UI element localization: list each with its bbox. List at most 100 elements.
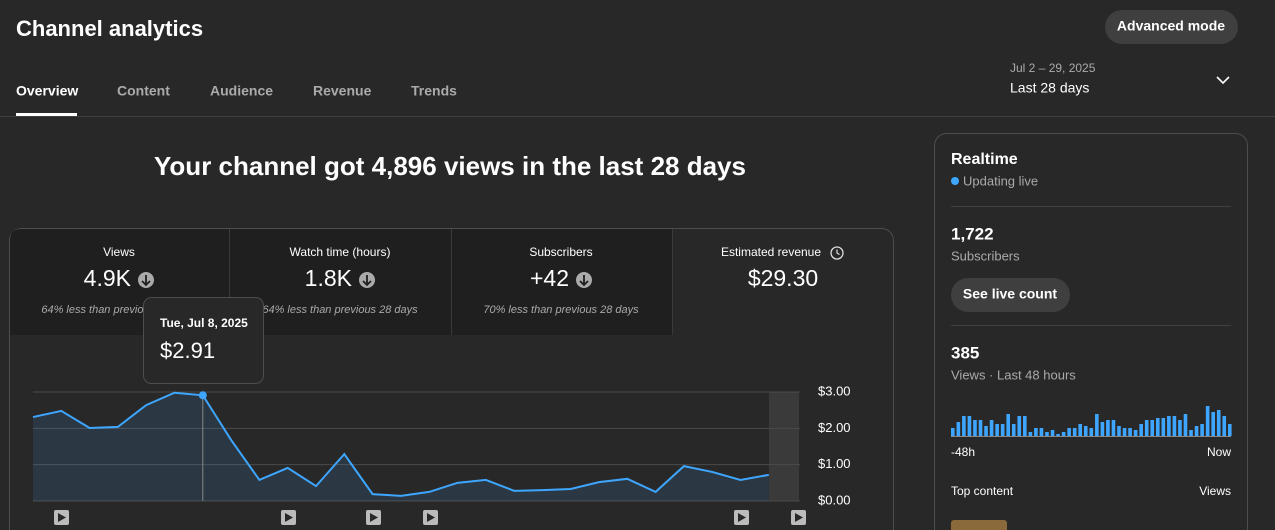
hourly-bar [1106,420,1110,436]
hourly-bar [962,416,966,436]
hourly-bar [1089,428,1094,436]
hourly-bar [1128,428,1132,436]
realtime-card [934,133,1248,530]
hourly-views-chart [951,406,1232,436]
subscriber-count: 1,722 [951,224,994,243]
hourly-bar [1050,430,1055,436]
hourly-bar [1144,420,1149,436]
tab[interactable]: Overview [16,83,78,99]
tab[interactable]: Audience [210,83,273,99]
hourly-bar [1178,420,1182,436]
hourly-bar [1045,432,1049,436]
hourly-bar [1067,428,1071,436]
hourly-bar [1083,426,1088,436]
page-title: Channel analytics [16,16,203,41]
revenue-line [32,391,769,497]
y-tick-label: $2.00 [818,420,851,435]
hourly-bar [967,416,972,436]
play-icon [285,513,293,522]
metric-label[interactable]: Subscribers [529,245,592,259]
metric-value[interactable]: 1.8K [305,265,353,291]
partial-period-shade [769,392,799,501]
hourly-bar [1028,432,1033,436]
hourly-bar [1216,410,1221,436]
tab-underline [16,113,77,116]
live-count-button-label[interactable]: See live count [963,286,1057,302]
live-dot [951,177,959,185]
top-content-metric: Views [1199,484,1231,498]
hourly-bar [1034,428,1038,436]
hourly-bar [1194,426,1199,436]
realtime-status: Updating live [963,173,1038,188]
tab[interactable]: Revenue [313,83,372,99]
hourly-bar [1183,414,1188,436]
metric-label[interactable]: Estimated revenue [721,245,821,259]
tile-divider [229,229,230,335]
realtime-views-label: Views · Last 48 hours [951,367,1076,382]
metric-value[interactable]: +42 [530,265,569,291]
hourly-bar [956,422,961,436]
hourly-bar [1172,416,1177,436]
headline: Your channel got 4,896 views in the last… [154,151,746,181]
revenue-area [33,392,769,501]
metric-value[interactable]: 4.9K [84,265,132,291]
metric-comparison: 70% less than previous 28 days [483,304,639,316]
tile-divider [451,229,452,335]
play-icon [58,513,66,522]
revenue-chart: $0.00 $1.00 $2.00 $3.00 [32,383,851,507]
tooltip [143,297,264,384]
down-icon-arrow [362,275,372,287]
metric-label[interactable]: Watch time (hours) [290,245,391,259]
video-thumbnail[interactable] [951,520,1007,530]
hourly-bar [1155,418,1160,436]
hourly-bar [1095,414,1099,436]
video-markers [54,510,806,525]
hourly-bar [1000,424,1005,436]
divider [951,325,1231,326]
live-count-button[interactable] [951,278,1070,312]
hourly-bar [1111,420,1116,436]
hourly-bar [1122,428,1127,436]
down-icon-arrow [141,275,151,287]
axis-start: -48h [951,445,975,459]
hourly-bar [1167,416,1171,436]
y-tick-label: $1.00 [818,456,851,471]
down-icon-arrow [579,275,589,287]
hover-point [198,391,207,400]
hourly-bar [978,420,983,436]
play-icon [738,513,746,522]
tooltip-value: $2.91 [160,338,215,363]
advanced-button[interactable] [1105,10,1238,44]
play-icon [427,513,435,522]
hourly-bar [1072,428,1077,436]
hourly-bar [951,428,955,436]
realtime-views: 385 [951,343,979,362]
hourly-bar [1023,416,1027,436]
play-icon [370,513,378,522]
hourly-bar [984,426,988,436]
advanced-button-label[interactable]: Advanced mode [1117,18,1225,34]
tile-divider [672,229,673,335]
hourly-bar [1100,422,1105,436]
bars-baseline [951,436,1231,437]
y-tick-label: $3.00 [818,383,851,398]
clock-icon [830,246,844,260]
dropdown-chevron[interactable] [1216,76,1230,85]
metric-label[interactable]: Views [103,245,135,259]
metric-value[interactable]: $29.30 [748,265,818,291]
period[interactable]: Last 28 days [1010,80,1089,96]
tab[interactable]: Trends [411,83,457,99]
y-tick-label: $0.00 [818,492,851,507]
date-range[interactable]: Jul 2 – 29, 2025 [1010,61,1096,75]
divider [951,206,1231,207]
tooltip-date: Tue, Jul 8, 2025 [160,316,248,330]
hourly-bar [1150,420,1155,436]
hourly-bar [1039,428,1044,436]
axis-end: Now [1207,445,1231,459]
hourly-bar [1006,414,1010,436]
tab[interactable]: Content [117,83,170,99]
hourly-bar [1161,418,1166,436]
hourly-bar [1189,430,1193,436]
